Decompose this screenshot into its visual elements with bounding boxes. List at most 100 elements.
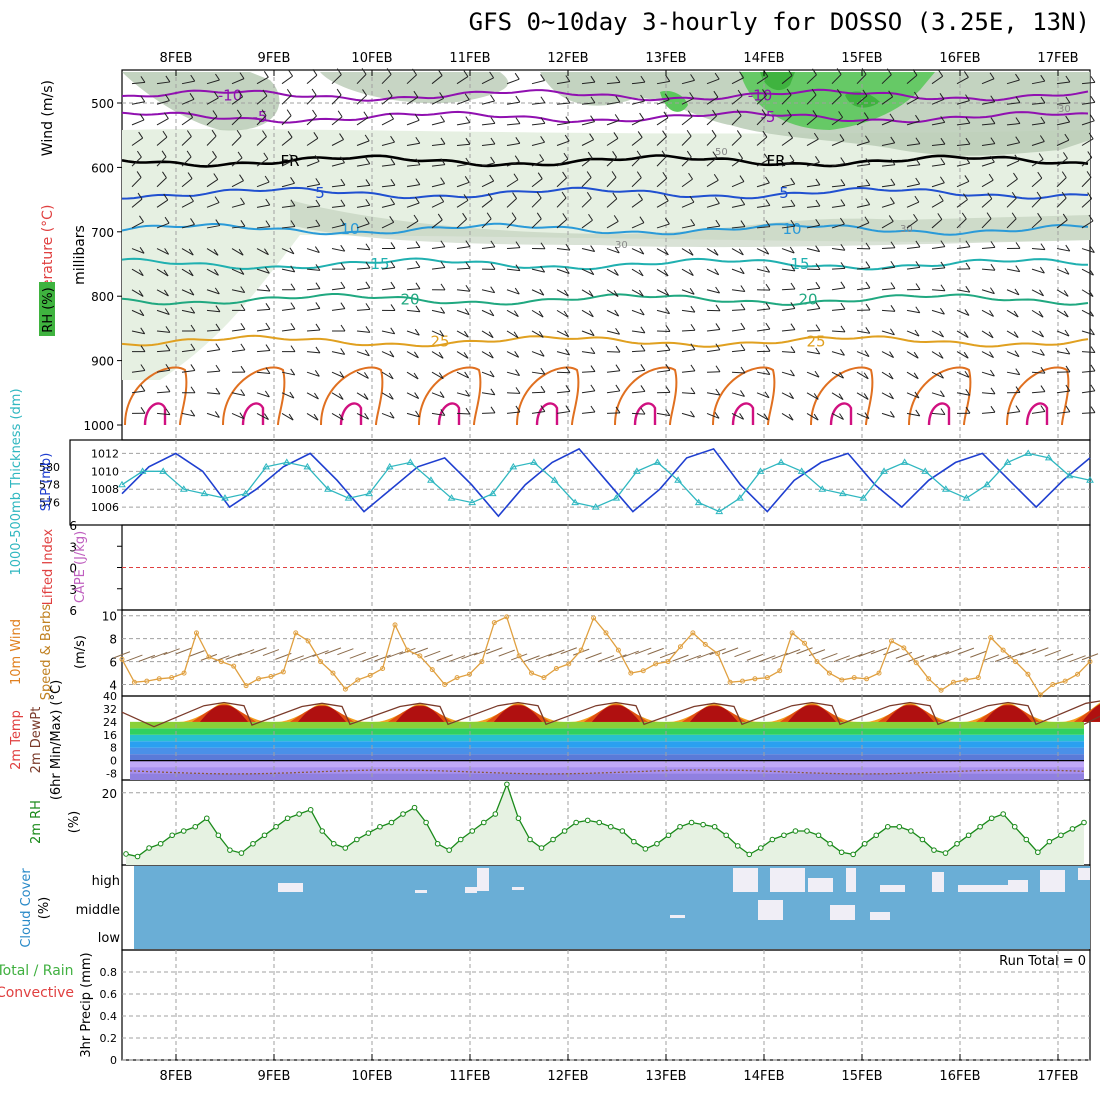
ylabel-2m-dewpt: 2m DewPt bbox=[29, 707, 44, 774]
wind-barb bbox=[331, 308, 345, 311]
wind-barb-flag bbox=[965, 240, 971, 248]
wind-barb bbox=[1081, 138, 1094, 146]
rh2m-marker bbox=[711, 823, 718, 830]
wind-barb-flag bbox=[965, 262, 971, 270]
wind-barb bbox=[681, 329, 696, 332]
wind-barb-flag bbox=[663, 111, 669, 119]
wind-barb-flag bbox=[939, 93, 945, 100]
temp-hump bbox=[298, 706, 346, 722]
wind10m-marker bbox=[380, 665, 386, 671]
thickness-marker bbox=[612, 494, 621, 501]
wind-barb-flag bbox=[140, 76, 146, 83]
thickness-marker bbox=[179, 485, 188, 492]
wind-barb bbox=[406, 220, 419, 229]
isotherm-label: -10 bbox=[218, 86, 243, 104]
wind-barb bbox=[956, 289, 970, 293]
wind-barb-flag bbox=[340, 156, 345, 164]
wind-barb bbox=[1056, 248, 1070, 252]
wind-barb-flag bbox=[536, 212, 542, 220]
wind-barb-flag bbox=[414, 114, 420, 121]
wind-barb bbox=[1006, 123, 1020, 126]
isotherm-label: 15 bbox=[790, 255, 809, 273]
wind-barb bbox=[931, 163, 945, 167]
wind10m-barb bbox=[585, 652, 602, 660]
wind-barb bbox=[856, 267, 870, 270]
temp-hump bbox=[494, 705, 542, 722]
wind-barb bbox=[156, 199, 169, 208]
wind-barb bbox=[481, 371, 495, 378]
wind10m-marker bbox=[839, 677, 845, 683]
wind-barb-flag bbox=[1011, 212, 1017, 220]
wind-barb bbox=[531, 309, 544, 318]
wind10m-marker bbox=[504, 614, 510, 620]
wind-barb-flag bbox=[212, 110, 218, 117]
wind-barb-flag bbox=[240, 286, 246, 293]
wind-barb-flag bbox=[265, 284, 271, 292]
wind-barb-flag bbox=[240, 389, 246, 396]
wind-barb-flag bbox=[540, 74, 546, 81]
wind-barb-flag bbox=[688, 249, 694, 256]
wind-barb bbox=[906, 246, 920, 250]
rh2m-marker bbox=[1046, 838, 1053, 845]
wind-barb-flag bbox=[490, 240, 496, 248]
wind-barb bbox=[556, 351, 570, 356]
rh2m-marker bbox=[134, 853, 141, 860]
wind-barb bbox=[1031, 159, 1044, 167]
wind-barb-flag bbox=[940, 157, 946, 165]
wind-barb-flag bbox=[240, 322, 246, 330]
thickness-marker bbox=[653, 458, 662, 465]
isotherm-label: 20 bbox=[400, 290, 419, 308]
wind-barb-flag bbox=[1013, 172, 1018, 180]
wind-barb-flag bbox=[889, 351, 894, 358]
thickness-marker bbox=[818, 485, 827, 492]
wind-barb-flag bbox=[963, 193, 968, 200]
wind-barb-flag bbox=[840, 157, 846, 164]
wind-barb bbox=[406, 246, 420, 250]
wind-barb-flag bbox=[240, 304, 246, 311]
wind-barb bbox=[1031, 122, 1045, 126]
wind-barb bbox=[806, 412, 819, 421]
wind-barb bbox=[381, 266, 395, 270]
wind-barb bbox=[1056, 139, 1070, 146]
wind-barb bbox=[956, 162, 970, 167]
wind-barb-flag bbox=[1065, 384, 1071, 392]
wind-barb-flag bbox=[265, 303, 271, 310]
wind-barb-flag bbox=[587, 151, 593, 159]
wind-barb-flag bbox=[839, 413, 844, 420]
wind-barb bbox=[306, 351, 320, 354]
wind-barb bbox=[306, 329, 320, 332]
wind-barb bbox=[731, 158, 743, 167]
wind-barb bbox=[1006, 268, 1020, 273]
isotherm-line bbox=[121, 88, 1089, 102]
rh2m-marker bbox=[561, 828, 568, 834]
wind10m-barb bbox=[1081, 653, 1099, 661]
wind-barb bbox=[881, 142, 895, 146]
wind-barb bbox=[806, 74, 817, 85]
isotherm-line bbox=[121, 186, 1089, 200]
wind-barb bbox=[156, 330, 170, 333]
wind-barb bbox=[781, 75, 793, 85]
wind-barb-flag bbox=[913, 372, 919, 380]
rh2m-marker bbox=[238, 850, 245, 856]
wind-barb-flag bbox=[812, 110, 818, 117]
wind-barb bbox=[981, 351, 994, 359]
wind10m-barb bbox=[783, 649, 801, 656]
wind-barb bbox=[881, 288, 895, 291]
wind-barb bbox=[631, 369, 645, 373]
wind-barb-flag bbox=[164, 216, 170, 224]
wind-barb bbox=[281, 225, 295, 229]
wind-barb bbox=[631, 118, 644, 126]
wind10m-barb bbox=[908, 654, 925, 662]
wind-barb-flag bbox=[190, 409, 196, 417]
wind-barb-flag bbox=[340, 218, 346, 226]
cloud-clear-block bbox=[465, 887, 477, 893]
wind-barb-flag bbox=[965, 406, 971, 414]
wind-barb bbox=[356, 412, 369, 420]
wind-barb bbox=[581, 371, 596, 373]
wind-barb bbox=[181, 156, 192, 167]
wind-barb bbox=[281, 392, 295, 399]
wind-barb-flag bbox=[963, 331, 969, 338]
date-label-bottom: 15FEB bbox=[841, 1069, 882, 1084]
wind-barb bbox=[281, 371, 295, 376]
